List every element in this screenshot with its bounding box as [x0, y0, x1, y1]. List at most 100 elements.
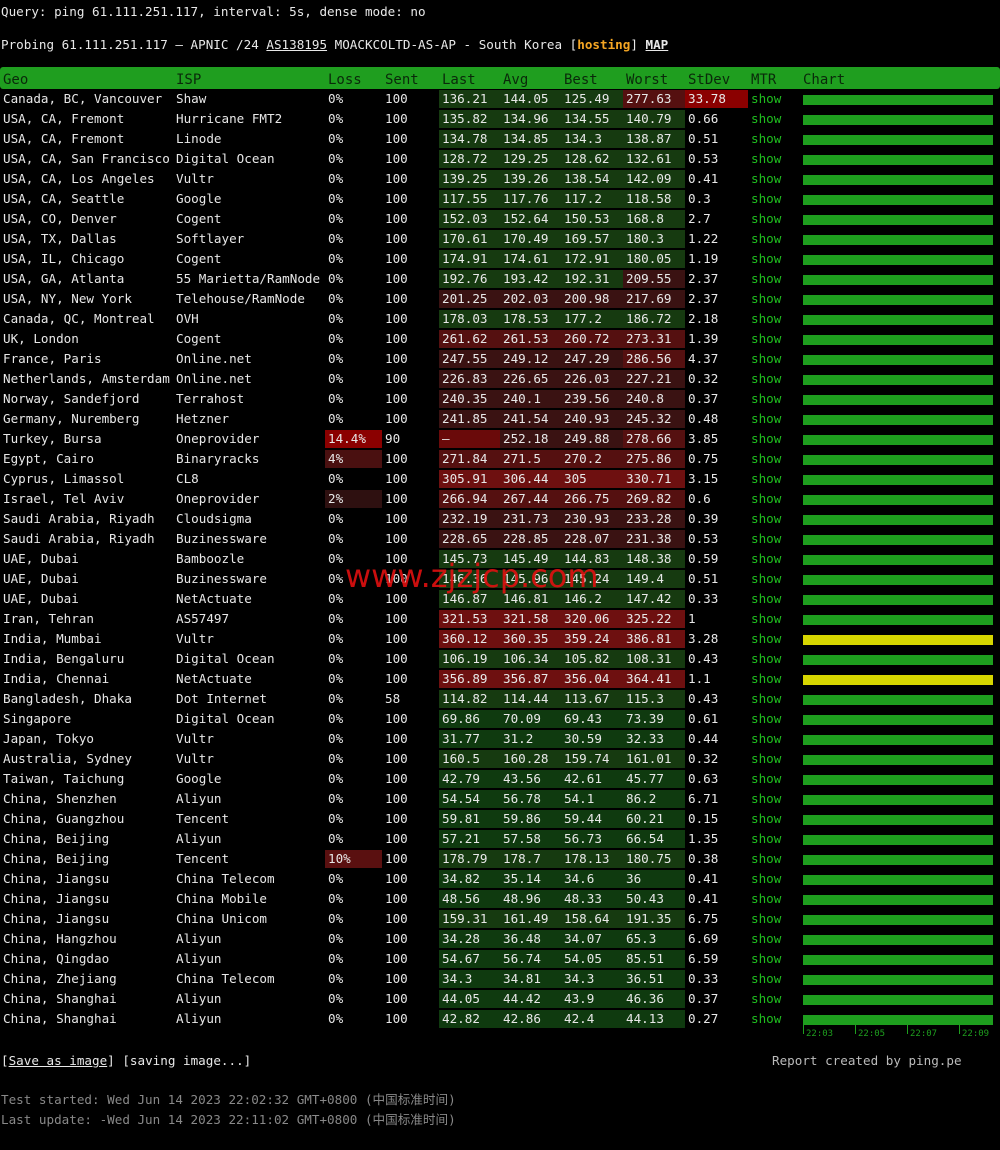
- mtr-link[interactable]: show: [751, 391, 782, 406]
- mtr-link[interactable]: show: [751, 631, 782, 646]
- mtr-link[interactable]: show: [751, 451, 782, 466]
- cell: 139.25: [442, 171, 488, 186]
- cell: Hetzner: [176, 411, 230, 426]
- map-link[interactable]: MAP: [645, 37, 669, 52]
- cell: 33.78: [688, 91, 726, 106]
- cell: 305: [564, 471, 587, 486]
- mtr-link[interactable]: show: [751, 231, 782, 246]
- cell: 330.71: [626, 471, 672, 486]
- mtr-link[interactable]: show: [751, 251, 782, 266]
- mtr-link[interactable]: show: [751, 811, 782, 826]
- mtr-link[interactable]: show: [751, 471, 782, 486]
- cell-bg: [439, 730, 500, 748]
- cell: 69.43: [564, 711, 602, 726]
- asn-link[interactable]: AS138195: [266, 37, 328, 52]
- mtr-link[interactable]: show: [751, 851, 782, 866]
- cell-bg: [623, 950, 685, 968]
- mtr-link[interactable]: show: [751, 651, 782, 666]
- mtr-link[interactable]: show: [751, 151, 782, 166]
- mtr-link[interactable]: show: [751, 291, 782, 306]
- cell-bg: [561, 190, 623, 208]
- cell: 0.41: [688, 171, 719, 186]
- cell-bg: [439, 970, 500, 988]
- mtr-link[interactable]: show: [751, 611, 782, 626]
- mtr-link[interactable]: show: [751, 931, 782, 946]
- cell-bg: [500, 950, 561, 968]
- mtr-link[interactable]: show: [751, 331, 782, 346]
- cell: Online.net: [176, 351, 252, 366]
- cell-bg: [500, 410, 561, 428]
- cell: 42.61: [564, 771, 602, 786]
- cell: 140.79: [626, 111, 672, 126]
- cell: China, Jiangsu: [3, 871, 110, 886]
- mtr-link[interactable]: show: [751, 691, 782, 706]
- cell-bg: [561, 430, 623, 448]
- cell-bg: [623, 850, 685, 868]
- cell: 36: [626, 871, 642, 886]
- cell: Bamboozle: [176, 551, 245, 566]
- cell-bg: [623, 430, 685, 448]
- mtr-link[interactable]: show: [751, 951, 782, 966]
- mtr-link[interactable]: show: [751, 271, 782, 286]
- cell: 59.81: [442, 811, 480, 826]
- mtr-link[interactable]: show: [751, 751, 782, 766]
- cell: 249.88: [564, 431, 610, 446]
- mtr-link[interactable]: show: [751, 731, 782, 746]
- mtr-link[interactable]: show: [751, 371, 782, 386]
- mtr-link[interactable]: show: [751, 871, 782, 886]
- cell: 44.42: [503, 991, 541, 1006]
- cell: Binaryracks: [176, 451, 260, 466]
- mtr-link[interactable]: show: [751, 131, 782, 146]
- mtr-link[interactable]: show: [751, 531, 782, 546]
- mtr-link[interactable]: show: [751, 891, 782, 906]
- mtr-link[interactable]: show: [751, 551, 782, 566]
- mtr-link[interactable]: show: [751, 711, 782, 726]
- mtr-link[interactable]: show: [751, 791, 782, 806]
- cell: 0%: [328, 211, 344, 226]
- cell: Singapore: [3, 711, 72, 726]
- cell: 144.83: [564, 551, 610, 566]
- mtr-link[interactable]: show: [751, 831, 782, 846]
- cell: 360.12: [442, 631, 488, 646]
- mtr-link[interactable]: show: [751, 911, 782, 926]
- cell: 152.64: [503, 211, 549, 226]
- mtr-link[interactable]: show: [751, 571, 782, 586]
- mtr-link[interactable]: show: [751, 771, 782, 786]
- cell-bg: [500, 330, 561, 348]
- mtr-link[interactable]: show: [751, 211, 782, 226]
- cell-bg: [623, 490, 685, 508]
- mtr-link[interactable]: show: [751, 411, 782, 426]
- chart-bar: [803, 715, 993, 725]
- mtr-link[interactable]: show: [751, 171, 782, 186]
- cell: 134.96: [503, 111, 549, 126]
- cell: 100: [385, 1011, 408, 1026]
- mtr-link[interactable]: show: [751, 971, 782, 986]
- cell: 4%: [328, 451, 344, 466]
- mtr-link[interactable]: show: [751, 311, 782, 326]
- cell: 100: [385, 211, 408, 226]
- mtr-link[interactable]: show: [751, 991, 782, 1006]
- cell-bg: [561, 230, 623, 248]
- cell: 115.3: [626, 691, 664, 706]
- mtr-link[interactable]: show: [751, 431, 782, 446]
- chart-bar: [803, 495, 993, 505]
- mtr-link[interactable]: show: [751, 191, 782, 206]
- mtr-link[interactable]: show: [751, 351, 782, 366]
- mtr-link[interactable]: show: [751, 91, 782, 106]
- cell: 306.44: [503, 471, 549, 486]
- cell-bg: [500, 850, 561, 868]
- mtr-link[interactable]: show: [751, 591, 782, 606]
- cell: 65.3: [626, 931, 657, 946]
- save-link[interactable]: Save as image: [8, 1053, 108, 1068]
- cell: 128.62: [564, 151, 610, 166]
- mtr-link[interactable]: show: [751, 491, 782, 506]
- mtr-link[interactable]: show: [751, 671, 782, 686]
- cell-bg: [500, 210, 561, 228]
- mtr-link[interactable]: show: [751, 511, 782, 526]
- mtr-link[interactable]: show: [751, 111, 782, 126]
- cell-bg: [561, 810, 623, 828]
- cell-bg: [623, 370, 685, 388]
- mtr-link[interactable]: show: [751, 1011, 782, 1026]
- cell-bg: [500, 670, 561, 688]
- cell: NetActuate: [176, 591, 252, 606]
